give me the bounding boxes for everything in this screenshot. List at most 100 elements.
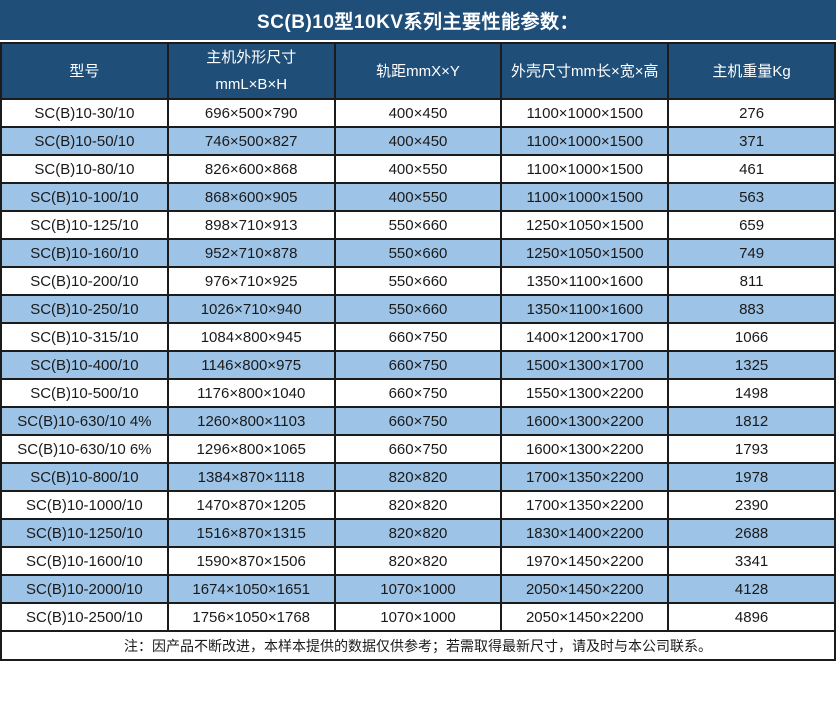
cell: 868×600×905 bbox=[166, 182, 336, 212]
cell: 820×820 bbox=[333, 490, 503, 520]
cell: SC(B)10-1600/10 bbox=[0, 546, 169, 576]
cell: 2050×1450×2200 bbox=[500, 602, 670, 632]
cell: 1146×800×975 bbox=[166, 350, 336, 380]
cell: 1084×800×945 bbox=[166, 322, 336, 352]
cell: 1066 bbox=[667, 322, 836, 352]
cell: 898×710×913 bbox=[166, 210, 336, 240]
cell: 883 bbox=[667, 294, 836, 324]
table-row: SC(B)10-630/10 4% 1260×800×1103 660×750 160… bbox=[0, 406, 836, 436]
table-row: SC(B)10-200/10 976×710×925 550×660 1350×110… bbox=[0, 266, 836, 296]
cell: 820×820 bbox=[333, 518, 503, 548]
cell: 1250×1050×1500 bbox=[500, 238, 670, 268]
cell: 746×500×827 bbox=[166, 126, 336, 156]
spec-table: 型号 主机外形尺寸 mmL×B×H 轨距mmX×Y 外壳尺寸mm长×宽×高 主机… bbox=[0, 42, 836, 661]
column-header-model: 型号 bbox=[0, 42, 169, 100]
cell: 550×660 bbox=[333, 294, 503, 324]
cell: 1400×1200×1700 bbox=[500, 322, 670, 352]
cell: 1100×1000×1500 bbox=[500, 154, 670, 184]
cell: 660×750 bbox=[333, 350, 503, 380]
cell: 1793 bbox=[667, 434, 836, 464]
table-row: SC(B)10-160/10 952×710×878 550×660 1250×105… bbox=[0, 238, 836, 268]
cell: 1830×1400×2200 bbox=[500, 518, 670, 548]
cell: 1100×1000×1500 bbox=[500, 126, 670, 156]
cell: SC(B)10-160/10 bbox=[0, 238, 169, 268]
cell: 659 bbox=[667, 210, 836, 240]
cell: 826×600×868 bbox=[166, 154, 336, 184]
cell: 400×550 bbox=[333, 182, 503, 212]
cell: SC(B)10-250/10 bbox=[0, 294, 169, 324]
table-row: SC(B)10-315/10 1084×800×945 660×750 1400×12… bbox=[0, 322, 836, 352]
cell: 1100×1000×1500 bbox=[500, 98, 670, 128]
table-header-row: 型号 主机外形尺寸 mmL×B×H 轨距mmX×Y 外壳尺寸mm长×宽×高 主机… bbox=[0, 42, 836, 100]
cell: 550×660 bbox=[333, 266, 503, 296]
cell: 660×750 bbox=[333, 434, 503, 464]
cell: SC(B)10-500/10 bbox=[0, 378, 169, 408]
cell: 976×710×925 bbox=[166, 266, 336, 296]
table-row: SC(B)10-2000/10 1674×1050×1651 1070×1000 20… bbox=[0, 574, 836, 604]
table-row: SC(B)10-400/10 1146×800×975 660×750 1500×13… bbox=[0, 350, 836, 380]
cell: 660×750 bbox=[333, 378, 503, 408]
cell: 1756×1050×1768 bbox=[166, 602, 336, 632]
cell: SC(B)10-630/10 6% bbox=[0, 434, 169, 464]
cell: 952×710×878 bbox=[166, 238, 336, 268]
cell: SC(B)10-2000/10 bbox=[0, 574, 169, 604]
cell: 1350×1100×1600 bbox=[500, 294, 670, 324]
cell: SC(B)10-630/10 4% bbox=[0, 406, 169, 436]
cell: 749 bbox=[667, 238, 836, 268]
cell: 3341 bbox=[667, 546, 836, 576]
cell: 1384×870×1118 bbox=[166, 462, 336, 492]
cell: 660×750 bbox=[333, 322, 503, 352]
cell: 461 bbox=[667, 154, 836, 184]
table-row: SC(B)10-630/10 6% 1296×800×1065 660×750 160… bbox=[0, 434, 836, 464]
cell: 1070×1000 bbox=[333, 574, 503, 604]
table-row: SC(B)10-1600/10 1590×870×1506 820×820 1970×… bbox=[0, 546, 836, 576]
table-row: SC(B)10-500/10 1176×800×1040 660×750 1550×1… bbox=[0, 378, 836, 408]
cell: SC(B)10-125/10 bbox=[0, 210, 169, 240]
table-row: SC(B)10-250/10 1026×710×940 550×660 1350×11… bbox=[0, 294, 836, 324]
cell: SC(B)10-2500/10 bbox=[0, 602, 169, 632]
cell: SC(B)10-400/10 bbox=[0, 350, 169, 380]
column-header-shell-dimensions: 外壳尺寸mm长×宽×高 bbox=[500, 42, 670, 100]
cell: 1070×1000 bbox=[333, 602, 503, 632]
cell: 1700×1350×2200 bbox=[500, 462, 670, 492]
cell: 1516×870×1315 bbox=[166, 518, 336, 548]
cell: 1176×800×1040 bbox=[166, 378, 336, 408]
table-row: SC(B)10-80/10 826×600×868 400×550 1100×1000… bbox=[0, 154, 836, 184]
cell: 1470×870×1205 bbox=[166, 490, 336, 520]
table-row: SC(B)10-100/10 868×600×905 400×550 1100×100… bbox=[0, 182, 836, 212]
cell: 2390 bbox=[667, 490, 836, 520]
cell: SC(B)10-1000/10 bbox=[0, 490, 169, 520]
cell: SC(B)10-800/10 bbox=[0, 462, 169, 492]
cell: 820×820 bbox=[333, 462, 503, 492]
cell: SC(B)10-80/10 bbox=[0, 154, 169, 184]
cell: SC(B)10-50/10 bbox=[0, 126, 169, 156]
column-header-weight: 主机重量Kg bbox=[667, 42, 836, 100]
cell: 371 bbox=[667, 126, 836, 156]
cell: 1500×1300×1700 bbox=[500, 350, 670, 380]
cell: 1296×800×1065 bbox=[166, 434, 336, 464]
cell: 400×550 bbox=[333, 154, 503, 184]
column-header-host-dimensions: 主机外形尺寸 mmL×B×H bbox=[166, 42, 336, 100]
cell: 550×660 bbox=[333, 238, 503, 268]
cell: 400×450 bbox=[333, 98, 503, 128]
cell: SC(B)10-200/10 bbox=[0, 266, 169, 296]
table-row: SC(B)10-2500/10 1756×1050×1768 1070×1000 20… bbox=[0, 602, 836, 632]
cell: SC(B)10-30/10 bbox=[0, 98, 169, 128]
column-header-rail-gauge: 轨距mmX×Y bbox=[333, 42, 503, 100]
cell: 1978 bbox=[667, 462, 836, 492]
cell: 1600×1300×2200 bbox=[500, 434, 670, 464]
cell: 1350×1100×1600 bbox=[500, 266, 670, 296]
cell: 1700×1350×2200 bbox=[500, 490, 670, 520]
cell: 1498 bbox=[667, 378, 836, 408]
table-row: SC(B)10-1000/10 1470×870×1205 820×820 1700×… bbox=[0, 490, 836, 520]
page-title: SC(B)10型10KV系列主要性能参数： bbox=[0, 0, 836, 42]
cell: 4896 bbox=[667, 602, 836, 632]
cell: 550×660 bbox=[333, 210, 503, 240]
cell: SC(B)10-100/10 bbox=[0, 182, 169, 212]
cell: 1812 bbox=[667, 406, 836, 436]
cell: 1100×1000×1500 bbox=[500, 182, 670, 212]
cell: 2050×1450×2200 bbox=[500, 574, 670, 604]
cell: 660×750 bbox=[333, 406, 503, 436]
cell: 1590×870×1506 bbox=[166, 546, 336, 576]
